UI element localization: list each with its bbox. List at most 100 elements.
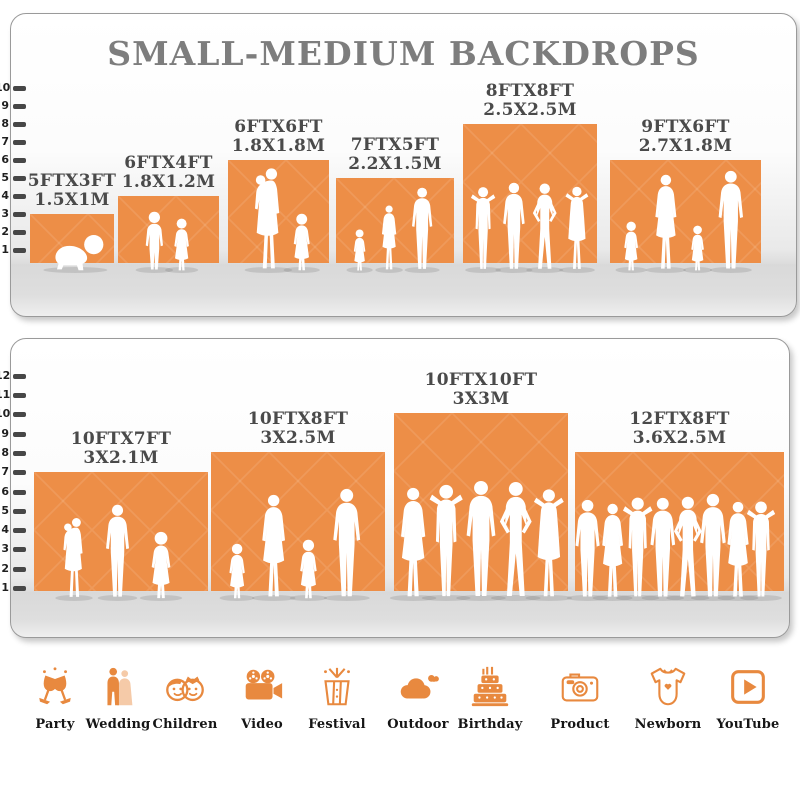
size-m-label: 3X2.5M — [260, 428, 336, 448]
ruler-tick — [13, 412, 26, 418]
ruler-tick — [13, 373, 26, 379]
category-label: Video — [241, 717, 283, 732]
backdrop-5ftx3ft: 5FTX3FT 1.5X1M — [28, 172, 116, 273]
people-silhouette-child-woman-man — [346, 187, 440, 273]
ruler-number: 2 — [1, 561, 9, 575]
ruler-number: 6 — [1, 484, 9, 498]
ruler-number: 6 — [1, 153, 9, 166]
backdrop-size-label: 6FTX4FT 1.8X1.2M — [122, 154, 216, 192]
people-silhouette-family-of-four — [615, 170, 752, 273]
ruler-number: 5 — [1, 171, 9, 184]
ruler-tick — [13, 212, 26, 217]
category-item-festival: Festival — [295, 663, 379, 732]
people-silhouette-four-adults — [465, 182, 595, 273]
ruler-number: 9 — [1, 426, 9, 440]
backdrop-10ftx7ft: 10FTX7FT 3X2.1M — [34, 430, 208, 601]
backdrop-10ftx10ft: 10FTX10FT 3X3M — [389, 371, 573, 601]
category-item-youtube: YouTube — [706, 663, 790, 732]
backdrop-size-label: 5FTX3FT 1.5X1M — [28, 172, 116, 210]
ruler-tick — [13, 86, 26, 91]
ruler-tick — [13, 489, 26, 495]
ruler-tick — [13, 122, 26, 127]
category-item-product: Product — [538, 663, 622, 732]
outdoor-icon — [395, 663, 441, 711]
ruler-tick — [13, 431, 26, 437]
size-m-label: 2.5X2.5M — [483, 100, 577, 120]
people-silhouette-mother-with-baby-and-girl — [244, 168, 320, 273]
ruler-number: 4 — [1, 523, 9, 537]
medium-backdrops-panel: 123456789101112 10FTX7FT3X2.1M10FTX8FT3X… — [0, 338, 790, 638]
size-m-label: 2.2X1.5M — [348, 154, 442, 174]
backdrop-size-label: 9FTX6FT 2.7X1.8M — [639, 118, 733, 156]
backdrop-size-label: 7FTX5FT 2.2X1.5M — [348, 136, 442, 174]
size-ft-label: 8FTX8FT — [485, 81, 575, 101]
category-label: YouTube — [716, 717, 780, 732]
ruler-number: 1 — [1, 243, 9, 256]
size-m-label: 3X3M — [452, 389, 510, 409]
category-item-children: Children — [143, 663, 227, 732]
ruler-tick — [13, 547, 26, 553]
ruler-tick — [13, 140, 26, 145]
ruler-tick — [13, 194, 26, 199]
people-silhouette-five-adults — [389, 480, 573, 601]
category-label: Children — [152, 717, 218, 732]
size-m-label: 2.7X1.8M — [638, 136, 733, 156]
party-icon — [32, 663, 78, 711]
category-item-party: Party — [13, 663, 97, 732]
birthday-icon — [467, 663, 513, 711]
people-silhouette-boy-and-girl — [135, 211, 199, 273]
backdrop-size-label: 10FTX8FT 3X2.5M — [248, 410, 349, 448]
ruler-tick — [13, 393, 26, 398]
category-item-video: Video — [220, 663, 304, 732]
ruler-tick — [13, 176, 26, 181]
video-icon — [239, 663, 285, 711]
size-m-label: 3.6X2.5M — [632, 428, 727, 448]
ruler-number: 7 — [1, 135, 9, 148]
ruler-tick — [13, 470, 26, 476]
ruler-tick — [13, 230, 26, 235]
category-label: Outdoor — [387, 717, 449, 732]
ruler-number: 10 — [0, 407, 11, 421]
ruler-tick — [13, 566, 26, 572]
people-silhouette-crawling-baby — [43, 235, 108, 273]
ruler-number: 4 — [1, 189, 9, 202]
ruler-number: 11 — [0, 388, 11, 401]
size-m-label: 1.8X1.8M — [231, 136, 326, 156]
backdrop-8ftx8ft: 8FTX8FT 2.5X2.5M — [463, 82, 597, 273]
category-label: Newborn — [634, 717, 702, 732]
backdrop-7ftx5ft: 7FTX5FT 2.2X1.5M — [336, 136, 454, 273]
backdrop-size-label: 8FTX8FT 2.5X2.5M — [483, 82, 577, 120]
ruler-number: 2 — [1, 225, 9, 238]
ruler-number: 10 — [0, 81, 11, 94]
festival-icon — [314, 663, 360, 711]
ruler-tick — [13, 158, 26, 163]
category-item-outdoor: Outdoor — [376, 663, 460, 732]
size-m-label: 1.5X1M — [34, 190, 110, 210]
category-item-wedding: Wedding — [76, 663, 160, 732]
ruler-tick — [13, 248, 26, 253]
ruler-tick — [13, 450, 26, 456]
backdrop-12ftx8ft: 12FTX8FT 3.6X2.5M — [566, 410, 784, 601]
size-ft-label: 9FTX6FT — [641, 117, 730, 137]
size-ft-label: 6FTX4FT — [124, 153, 213, 173]
youtube-icon — [725, 663, 771, 711]
ruler-number: 3 — [1, 207, 9, 220]
wedding-icon — [95, 663, 141, 711]
size-ft-label: 6FTX6FT — [234, 117, 323, 137]
size-ft-label: 7FTX5FT — [350, 135, 440, 155]
category-label: Birthday — [457, 717, 523, 732]
size-ft-label: 5FTX3FT — [27, 171, 117, 191]
ruler-number: 5 — [1, 503, 9, 517]
category-label: Product — [550, 717, 610, 732]
ruler-number: 12 — [0, 368, 11, 382]
backdrop-size-label: 10FTX10FT 3X3M — [425, 371, 538, 409]
category-label: Party — [35, 717, 75, 732]
ruler-number: 1 — [1, 581, 9, 594]
size-ft-label: 10FTX10FT — [424, 370, 538, 390]
size-ft-label: 12FTX8FT — [629, 409, 730, 429]
backdrop-size-label: 6FTX6FT 1.8X1.8M — [232, 118, 326, 156]
backdrop-9ftx6ft: 9FTX6FT 2.7X1.8M — [610, 118, 761, 273]
ruler-tick — [13, 104, 26, 109]
people-silhouette-family-of-four-lg — [219, 488, 370, 601]
product-icon — [557, 663, 603, 711]
